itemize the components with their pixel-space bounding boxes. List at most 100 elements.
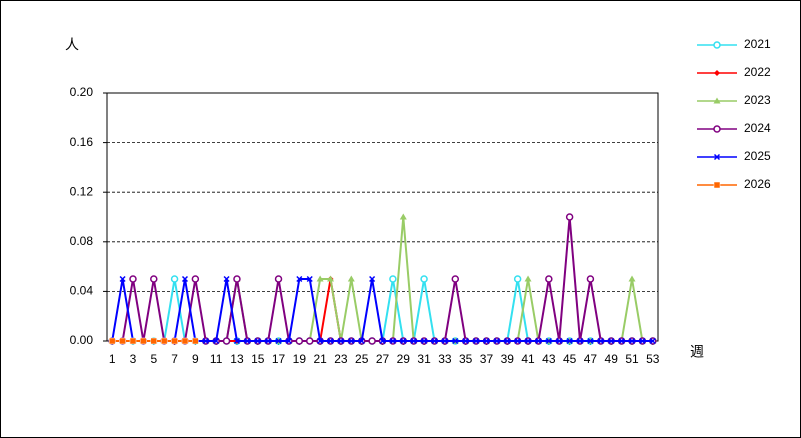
y-tick-label: 0.08 (70, 234, 94, 248)
marker (337, 337, 344, 345)
x-tick-label: 51 (625, 352, 639, 366)
marker (504, 337, 511, 345)
legend-label: 2024 (744, 121, 771, 135)
x-tick-label: 17 (272, 352, 286, 366)
marker (473, 337, 480, 345)
marker (597, 337, 604, 345)
y-tick-label: 0.00 (70, 333, 94, 347)
marker (514, 337, 521, 345)
marker (129, 337, 137, 345)
marker (192, 337, 199, 345)
marker (628, 275, 636, 282)
marker (535, 337, 542, 345)
marker (525, 337, 532, 345)
marker (576, 337, 584, 345)
x-tick-label: 33 (438, 352, 452, 366)
marker (420, 275, 428, 283)
y-tick-label: 0.16 (70, 135, 94, 149)
legend-label: 2025 (744, 149, 771, 163)
marker (400, 337, 407, 345)
x-tick-label: 41 (521, 352, 535, 366)
x-tick-label: 1 (109, 352, 116, 366)
marker (628, 337, 636, 345)
marker (369, 275, 376, 283)
marker (587, 337, 594, 345)
marker (223, 275, 230, 283)
marker (452, 337, 459, 345)
marker (348, 337, 355, 345)
marker (317, 337, 324, 345)
x-tick-label: 27 (376, 352, 390, 366)
x-tick-label: 21 (313, 352, 327, 366)
x-tick-label: 23 (334, 352, 348, 366)
legend-label: 2026 (744, 177, 771, 191)
marker (566, 337, 573, 345)
marker (181, 337, 189, 345)
marker (233, 275, 241, 283)
marker (254, 337, 261, 345)
legend-marker (713, 125, 721, 133)
x-tick-label: 45 (563, 352, 577, 366)
x-tick-label: 39 (501, 352, 515, 366)
x-axis-label: 週 (690, 344, 704, 360)
marker (285, 337, 292, 345)
x-tick-label: 13 (230, 352, 244, 366)
x-tick-label: 7 (171, 352, 178, 366)
marker (639, 337, 646, 345)
x-tick-label: 37 (480, 352, 494, 366)
marker (347, 275, 355, 282)
marker (586, 275, 595, 283)
marker (451, 275, 460, 283)
x-tick-label: 19 (293, 352, 307, 366)
marker (410, 337, 417, 345)
marker (275, 337, 282, 345)
marker (421, 337, 428, 345)
y-axis-label: 人 (65, 37, 79, 53)
x-tick-label: 11 (210, 352, 223, 366)
marker (618, 337, 625, 345)
marker (358, 337, 365, 345)
marker (565, 213, 574, 221)
marker (368, 337, 376, 345)
x-tick-label: 25 (355, 352, 369, 366)
marker (441, 337, 448, 345)
marker (327, 275, 335, 282)
marker (316, 275, 324, 282)
marker (649, 337, 656, 345)
marker (274, 275, 283, 283)
marker (202, 337, 209, 345)
marker (296, 275, 303, 283)
legend-label: 2022 (744, 65, 771, 79)
legend-label: 2023 (744, 93, 771, 107)
marker (170, 275, 179, 283)
marker (295, 337, 304, 345)
marker (399, 213, 407, 220)
marker (150, 337, 158, 345)
marker (556, 337, 563, 345)
x-tick-label: 31 (417, 352, 431, 366)
marker (160, 337, 168, 345)
marker (545, 275, 553, 283)
marker (171, 337, 178, 345)
marker (327, 337, 334, 345)
marker (524, 275, 532, 282)
x-tick-label: 9 (192, 352, 199, 366)
marker (129, 275, 137, 283)
y-tick-label: 0.12 (70, 184, 94, 198)
legend-label: 2021 (744, 37, 771, 51)
marker (513, 275, 522, 283)
marker (108, 337, 116, 345)
y-tick-label: 0.04 (70, 284, 94, 298)
marker (265, 337, 272, 345)
marker (431, 337, 438, 345)
marker (608, 337, 615, 345)
marker (181, 275, 189, 283)
marker (389, 275, 397, 283)
x-tick-label: 29 (397, 352, 411, 366)
marker (150, 275, 158, 283)
marker (545, 337, 552, 345)
marker (233, 337, 240, 345)
legend-marker (714, 70, 720, 76)
legend-marker (713, 97, 721, 104)
